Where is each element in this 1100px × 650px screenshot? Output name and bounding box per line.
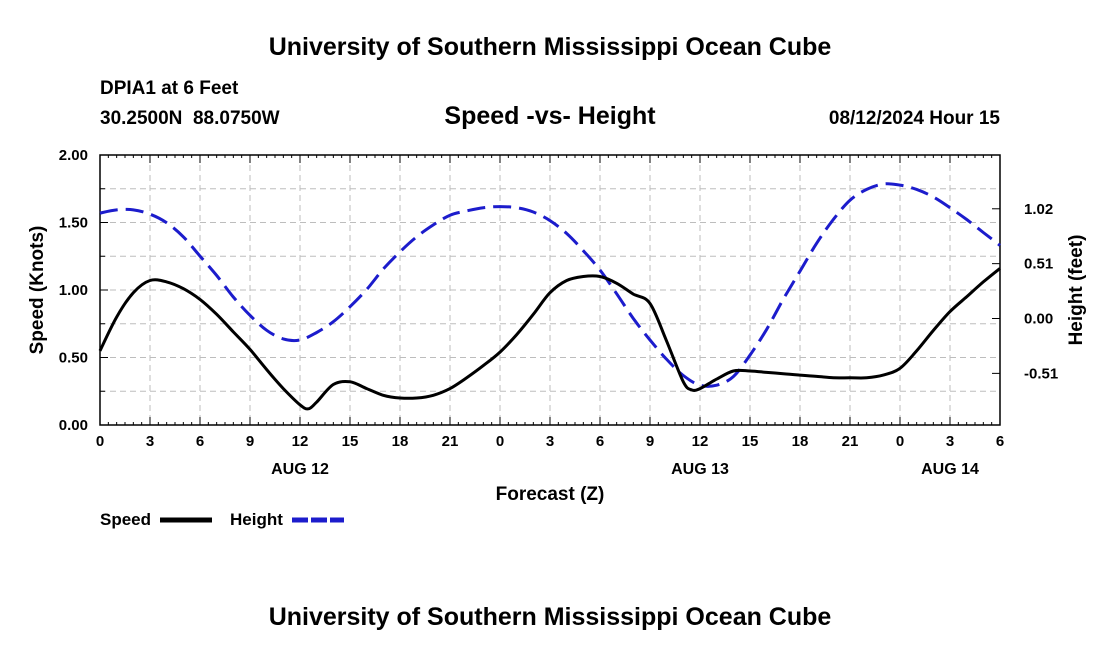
x-tick-label: 0 [96,433,104,450]
date-label: AUG 12 [271,461,329,478]
x-tick-label: 18 [792,433,809,450]
page-title: University of Southern Mississippi Ocean… [269,33,832,61]
date-label: AUG 14 [921,461,979,478]
legend-label-height: Height [230,510,283,529]
series-line-speed [98,267,1001,411]
y2-tick-label: 1.02 [1024,201,1053,218]
x-tick-label: 6 [996,433,1004,450]
plot-axes: 0 3 6 9 12 15 18 21 0 3 6 9 12 15 18 21 0 3 6 AUG 12 AUG 13 A… [59,147,1058,478]
plot-grid [100,155,1000,425]
y-tick-label: 1.00 [59,282,88,299]
x-tick-label: 0 [496,433,504,450]
chart-title: Speed -vs- Height [444,102,656,130]
x-tick-label: 9 [646,433,654,450]
x-tick-label: 3 [546,433,554,450]
x-tick-label: 6 [196,433,204,450]
y-tick-label: 2.00 [59,147,88,164]
y2-tick-label: -0.51 [1024,365,1058,382]
y2-axis-label: Height (feet) [1066,235,1087,346]
x-tick-label: 3 [146,433,154,450]
x-tick-label: 15 [342,433,359,450]
forecast-datetime: 08/12/2024 Hour 15 [829,108,1001,129]
plot-series [98,182,1001,411]
y2-tick-label: 0.51 [1024,256,1053,273]
y-axis-label: Speed (Knots) [27,226,48,355]
x-tick-label: 21 [842,433,859,450]
series-line-height [99,182,1001,388]
x-tick-label: 15 [742,433,759,450]
legend: Speed Height [100,510,344,529]
x-tick-label: 9 [246,433,254,450]
y2-tick-label: 0.00 [1024,311,1053,328]
y-tick-label: 0.00 [59,417,88,434]
x-tick-label: 3 [946,433,954,450]
station-name: DPIA1 at 6 Feet [100,78,239,99]
y-tick-label: 1.50 [59,215,88,232]
x-tick-label: 12 [692,433,709,450]
y-tick-label: 0.50 [59,350,88,367]
legend-label-speed: Speed [100,510,151,529]
station-coordinates: 30.2500N 88.0750W [100,108,280,129]
x-tick-label: 6 [596,433,604,450]
date-label: AUG 13 [671,461,729,478]
x-tick-label: 18 [392,433,409,450]
x-axis-label: Forecast (Z) [496,484,605,505]
footer-title: University of Southern Mississippi Ocean… [269,603,832,631]
x-tick-label: 12 [292,433,309,450]
x-tick-label: 0 [896,433,904,450]
x-tick-label: 21 [442,433,459,450]
